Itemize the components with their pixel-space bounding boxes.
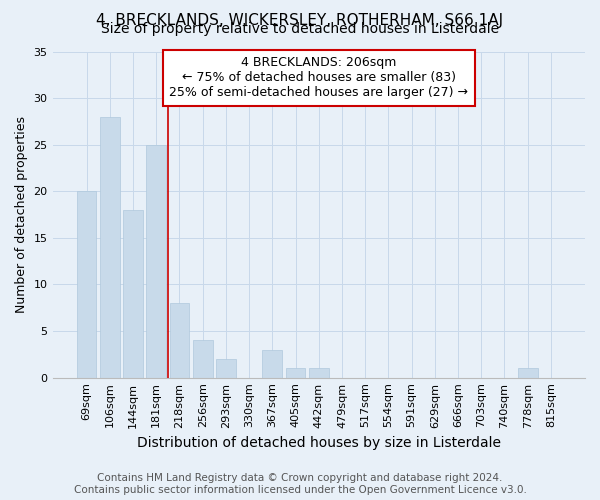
Bar — [262, 350, 282, 378]
Text: 4, BRECKLANDS, WICKERSLEY, ROTHERHAM, S66 1AJ: 4, BRECKLANDS, WICKERSLEY, ROTHERHAM, S6… — [97, 12, 503, 28]
Text: Contains HM Land Registry data © Crown copyright and database right 2024.
Contai: Contains HM Land Registry data © Crown c… — [74, 474, 526, 495]
Bar — [193, 340, 212, 378]
Text: 4 BRECKLANDS: 206sqm
← 75% of detached houses are smaller (83)
25% of semi-detac: 4 BRECKLANDS: 206sqm ← 75% of detached h… — [169, 56, 468, 100]
Text: Size of property relative to detached houses in Listerdale: Size of property relative to detached ho… — [101, 22, 499, 36]
Bar — [286, 368, 305, 378]
Bar — [309, 368, 329, 378]
Bar — [77, 192, 97, 378]
Bar — [170, 303, 190, 378]
Bar — [123, 210, 143, 378]
X-axis label: Distribution of detached houses by size in Listerdale: Distribution of detached houses by size … — [137, 436, 501, 450]
Bar — [216, 359, 236, 378]
Bar — [100, 116, 119, 378]
Y-axis label: Number of detached properties: Number of detached properties — [15, 116, 28, 313]
Bar — [146, 144, 166, 378]
Bar — [518, 368, 538, 378]
